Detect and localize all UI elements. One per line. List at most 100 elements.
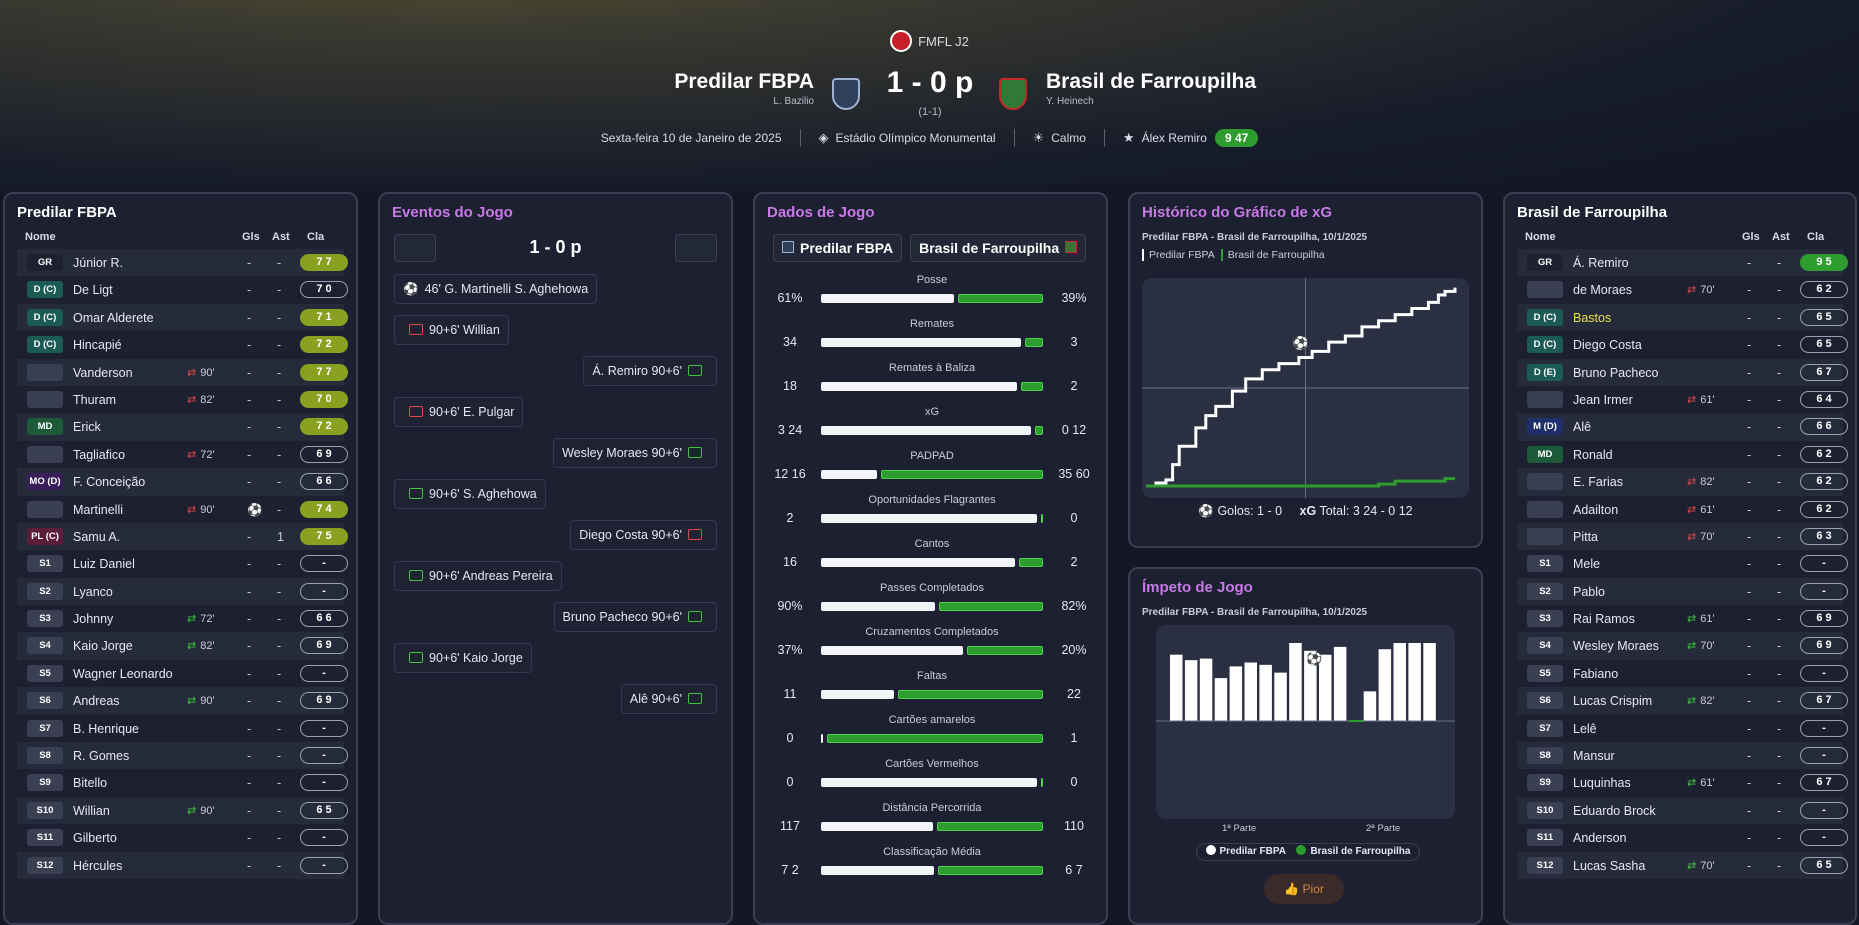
player-name[interactable]: Bruno Pacheco <box>1573 365 1659 380</box>
table-row[interactable]: S9 Bitello - - - <box>17 769 348 796</box>
player-name[interactable]: Wagner Leonardo <box>73 666 173 681</box>
player-name[interactable]: Bitello <box>73 776 108 791</box>
worst-button[interactable]: 👍 Pior <box>1264 874 1344 904</box>
table-row[interactable]: Jean Irmer ⇄ 61' - - 6 4 <box>1517 386 1848 413</box>
table-row[interactable]: S3 Johnny ⇄ 72' - - 6 6 <box>17 605 348 632</box>
table-row[interactable]: GR Júnior R. - - 7 7 <box>17 249 348 277</box>
stats-away-team[interactable]: Brasil de Farroupilha <box>910 234 1087 262</box>
stats-home-team[interactable]: Predilar FBPA <box>773 234 903 262</box>
table-row[interactable]: Thuram ⇄ 82' - - 7 0 <box>17 386 348 413</box>
player-of-match-name[interactable]: Álex Remiro <box>1141 131 1207 145</box>
player-name[interactable]: Hércules <box>73 858 123 873</box>
table-row[interactable]: M (D) Alê - - 6 6 <box>1517 413 1848 441</box>
player-name[interactable]: Pitta <box>1573 529 1599 544</box>
col-goals[interactable]: Gls <box>1742 231 1760 243</box>
player-name[interactable]: de Moraes <box>1573 283 1633 298</box>
xg-legend-home[interactable]: Predilar FBPA <box>1142 249 1215 261</box>
player-name[interactable]: Luiz Daniel <box>73 557 135 572</box>
player-name[interactable]: Martinelli <box>73 502 124 517</box>
match-event[interactable]: 90+6' S. Aghehowa <box>394 479 546 509</box>
table-row[interactable]: D (C) Omar Alderete - - 7 1 <box>17 303 348 332</box>
player-name[interactable]: Gilberto <box>73 831 117 846</box>
table-row[interactable]: Adailton ⇄ 61' - - 6 2 <box>1517 496 1848 523</box>
table-row[interactable]: Tagliafico ⇄ 72' - - 6 9 <box>17 441 348 468</box>
player-name[interactable]: Lucas Sasha <box>1573 858 1646 873</box>
table-row[interactable]: S5 Fabiano - - - <box>1517 660 1848 687</box>
player-name[interactable]: Tagliafico <box>73 447 126 462</box>
table-row[interactable]: Vanderson ⇄ 90' - - 7 7 <box>17 358 348 386</box>
table-row[interactable]: de Moraes ⇄ 70' - - 6 2 <box>1517 276 1848 303</box>
match-event[interactable]: 90+6' Andreas Pereira <box>394 561 562 591</box>
player-name[interactable]: Bastos <box>1573 310 1612 325</box>
table-row[interactable]: S2 Pablo - - - <box>1517 577 1848 606</box>
table-row[interactable]: S2 Lyanco - - - <box>17 577 348 606</box>
table-row[interactable]: S7 Lelê - - - <box>1517 715 1848 742</box>
stadium-name[interactable]: Estádio Olímpico Monumental <box>835 131 996 145</box>
table-row[interactable]: S1 Luiz Daniel - - - <box>17 550 348 577</box>
player-name[interactable]: Pablo <box>1573 584 1605 599</box>
col-rating[interactable]: Cla <box>307 231 325 243</box>
table-row[interactable]: Martinelli ⇄ 90' ⚽ - 7 4 <box>17 496 348 523</box>
table-row[interactable]: S8 R. Gomes - - - <box>17 742 348 770</box>
table-row[interactable]: GR Á. Remiro - - 9 5 <box>1517 249 1848 277</box>
player-name[interactable]: Anderson <box>1573 831 1627 846</box>
col-goals[interactable]: Gls <box>242 231 260 243</box>
table-row[interactable]: D (E) Bruno Pacheco - - 6 7 <box>1517 358 1848 386</box>
player-name[interactable]: Mele <box>1573 557 1601 572</box>
player-name[interactable]: Andreas <box>73 694 120 709</box>
player-name[interactable]: Fabiano <box>1573 666 1619 681</box>
player-name[interactable]: Adailton <box>1573 502 1619 517</box>
player-name[interactable]: Diego Costa <box>1573 338 1642 353</box>
player-name[interactable]: Rai Ramos <box>1573 612 1635 627</box>
player-name[interactable]: Vanderson <box>73 365 133 380</box>
table-row[interactable]: S12 Hércules - - - <box>17 851 348 879</box>
match-event[interactable]: Wesley Moraes 90+6' <box>553 438 717 468</box>
momentum-legend-away[interactable]: Brasil de Farroupilha <box>1310 846 1411 857</box>
player-name[interactable]: Omar Alderete <box>73 310 154 325</box>
away-manager[interactable]: Y. Heinech <box>1046 96 1094 107</box>
table-row[interactable]: S10 Eduardo Brock - - - <box>1517 796 1848 825</box>
table-row[interactable]: S9 Luquinhas ⇄ 61' - - 6 7 <box>1517 769 1848 796</box>
player-name[interactable]: Erick <box>73 420 101 435</box>
momentum-legend-home[interactable]: Predilar FBPA <box>1219 846 1286 857</box>
table-row[interactable]: S11 Gilberto - - - <box>17 824 348 851</box>
match-event[interactable]: Diego Costa 90+6' <box>570 520 717 550</box>
table-row[interactable]: S12 Lucas Sasha ⇄ 70' - - 6 5 <box>1517 851 1848 879</box>
player-name[interactable]: Willian <box>73 803 110 818</box>
table-row[interactable]: D (C) Hincapié - - 7 2 <box>17 331 348 358</box>
player-name[interactable]: Wesley Moraes <box>1573 639 1659 654</box>
player-name[interactable]: Eduardo Brock <box>1573 803 1656 818</box>
player-name[interactable]: Lelê <box>1573 721 1597 736</box>
player-name[interactable]: Kaio Jorge <box>73 639 133 654</box>
player-name[interactable]: E. Farias <box>1573 475 1624 490</box>
table-row[interactable]: S7 B. Henrique - - - <box>17 715 348 742</box>
match-event[interactable]: 90+6' E. Pulgar <box>394 397 524 427</box>
away-team-name[interactable]: Brasil de Farroupilha <box>1046 70 1257 93</box>
match-event[interactable]: ⚽ 46' G. Martinelli S. Aghehowa <box>394 274 598 304</box>
col-name[interactable]: Nome <box>1525 231 1556 243</box>
col-name[interactable]: Nome <box>25 231 56 243</box>
match-event[interactable]: Bruno Pacheco 90+6' <box>553 602 717 632</box>
home-manager[interactable]: L. Bazilio <box>773 96 814 107</box>
player-name[interactable]: Luquinhas <box>1573 776 1631 791</box>
col-assists[interactable]: Ast <box>272 231 290 243</box>
table-row[interactable]: S8 Mansur - - - <box>1517 742 1848 770</box>
table-row[interactable]: D (C) Diego Costa - - 6 5 <box>1517 331 1848 358</box>
home-team-name[interactable]: Predilar FBPA <box>674 70 814 93</box>
player-name[interactable]: Ronald <box>1573 447 1613 462</box>
table-row[interactable]: S3 Rai Ramos ⇄ 61' - - 6 9 <box>1517 605 1848 632</box>
table-row[interactable]: S1 Mele - - - <box>1517 550 1848 577</box>
table-row[interactable]: S4 Wesley Moraes ⇄ 70' - - 6 9 <box>1517 632 1848 660</box>
table-row[interactable]: S10 Willian ⇄ 90' - - 6 5 <box>17 796 348 825</box>
table-row[interactable]: S5 Wagner Leonardo - - - <box>17 660 348 687</box>
match-event[interactable]: Á. Remiro 90+6' <box>583 356 717 386</box>
player-name[interactable]: Johnny <box>73 612 114 627</box>
player-name[interactable]: F. Conceição <box>73 475 146 490</box>
match-event[interactable]: Alê 90+6' <box>620 684 717 714</box>
table-row[interactable]: D (C) De Ligt - - 7 0 <box>17 276 348 303</box>
table-row[interactable]: Pitta ⇄ 70' - - 6 3 <box>1517 522 1848 551</box>
player-name[interactable]: Thuram <box>73 392 117 407</box>
match-event[interactable]: 90+6' Kaio Jorge <box>394 643 532 673</box>
table-row[interactable]: PL (C) Samu A. - 1 7 5 <box>17 522 348 551</box>
player-name[interactable]: Á. Remiro <box>1573 256 1629 270</box>
